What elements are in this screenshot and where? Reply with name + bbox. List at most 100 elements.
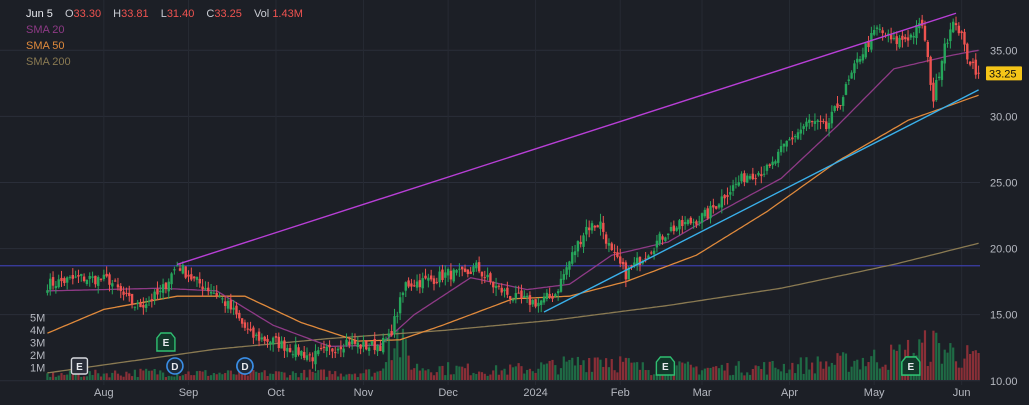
volume-bar [805, 357, 808, 380]
candle [413, 279, 416, 287]
open-readout: O33.30 [65, 8, 101, 20]
candle-body [825, 121, 828, 130]
candle [164, 281, 168, 294]
volume-bar [218, 372, 221, 380]
volume-label: Vol [253, 8, 270, 20]
candle [661, 234, 664, 245]
volume-bar [373, 372, 376, 380]
volume-bar [926, 366, 929, 380]
candle [71, 268, 75, 285]
candle-body [195, 276, 199, 280]
candle-body [503, 289, 506, 292]
volume-bar [376, 371, 379, 380]
candle-body [957, 25, 961, 34]
volume-bar [458, 366, 461, 380]
candle-body [494, 285, 498, 289]
event-marker-earnings-green[interactable]: E [655, 356, 676, 376]
candle-body [407, 280, 410, 287]
candle [946, 38, 949, 48]
volume-bar [675, 365, 678, 380]
volume-bar [757, 366, 760, 380]
close-label: C [206, 8, 215, 20]
candle [825, 113, 828, 132]
volume-bar [935, 332, 938, 380]
volume-bar [404, 339, 407, 380]
candle-body [587, 227, 591, 231]
candle-body [644, 258, 647, 260]
volume-bar [689, 364, 692, 380]
candle-body [875, 27, 879, 29]
volume-bar [616, 372, 619, 380]
candle [954, 16, 958, 31]
volume-bar [339, 373, 342, 380]
event-marker-dividend[interactable]: D [166, 357, 184, 375]
legend-sma50[interactable]: SMA 50 [26, 40, 65, 52]
legend-sma200[interactable]: SMA 200 [26, 56, 71, 68]
volume-bar [238, 369, 241, 380]
candle-body [867, 40, 870, 48]
candle-body [889, 34, 893, 40]
volume-bar [593, 357, 596, 380]
event-marker-earnings-green[interactable]: E [156, 332, 176, 352]
candle-body [906, 37, 910, 41]
candle [503, 287, 506, 298]
volume-bar [362, 373, 365, 380]
candle [198, 272, 201, 288]
candle [793, 134, 797, 143]
candle-body [700, 213, 704, 223]
candle-body [215, 292, 218, 296]
candle [638, 256, 642, 272]
candle-body [816, 120, 819, 123]
event-marker-dividend[interactable]: D [236, 357, 254, 375]
candle-body [130, 293, 134, 305]
y-tick-label: 20.00 [990, 244, 1018, 256]
candle-body [771, 161, 774, 166]
volume-bar [822, 368, 825, 380]
candle-body [692, 221, 695, 223]
volume-bar [652, 374, 656, 380]
candle-body [963, 31, 966, 45]
candle [960, 30, 963, 40]
volume-bar [844, 353, 848, 380]
volume-bar [142, 370, 145, 380]
candle [128, 285, 131, 302]
candle [226, 298, 230, 313]
candle [449, 263, 453, 287]
candle-body [82, 276, 86, 281]
volume-bar [46, 373, 49, 380]
volume-bar [977, 352, 980, 380]
candle-body [147, 300, 151, 302]
candle-body [85, 279, 89, 285]
candle [700, 212, 704, 230]
candle-body [517, 292, 520, 294]
candle [844, 81, 848, 96]
candle [729, 185, 732, 201]
candle [77, 269, 80, 284]
candle-body [466, 269, 470, 274]
candle [215, 285, 218, 299]
candle-body [398, 297, 402, 314]
volume-bar [974, 350, 977, 380]
candle-body [599, 221, 602, 229]
event-marker-earnings-green[interactable]: E [901, 356, 921, 376]
legend-sma20[interactable]: SMA 20 [26, 24, 65, 36]
volume-bar [494, 365, 498, 380]
candle [559, 271, 563, 293]
candle-body [280, 340, 283, 349]
volume-bar [881, 366, 884, 380]
dividend-icon [236, 357, 254, 375]
candle-body [743, 173, 746, 183]
volume-bar [641, 362, 644, 380]
event-marker-earnings-white[interactable]: E [70, 357, 89, 375]
candle-body [774, 161, 777, 164]
candle-body [429, 275, 433, 280]
candle [102, 269, 106, 282]
volume-bar [111, 372, 114, 380]
volume-bar [497, 374, 500, 380]
candle [308, 352, 312, 362]
volume-bar [720, 364, 723, 380]
candle [748, 173, 752, 181]
candle-body [655, 240, 659, 248]
